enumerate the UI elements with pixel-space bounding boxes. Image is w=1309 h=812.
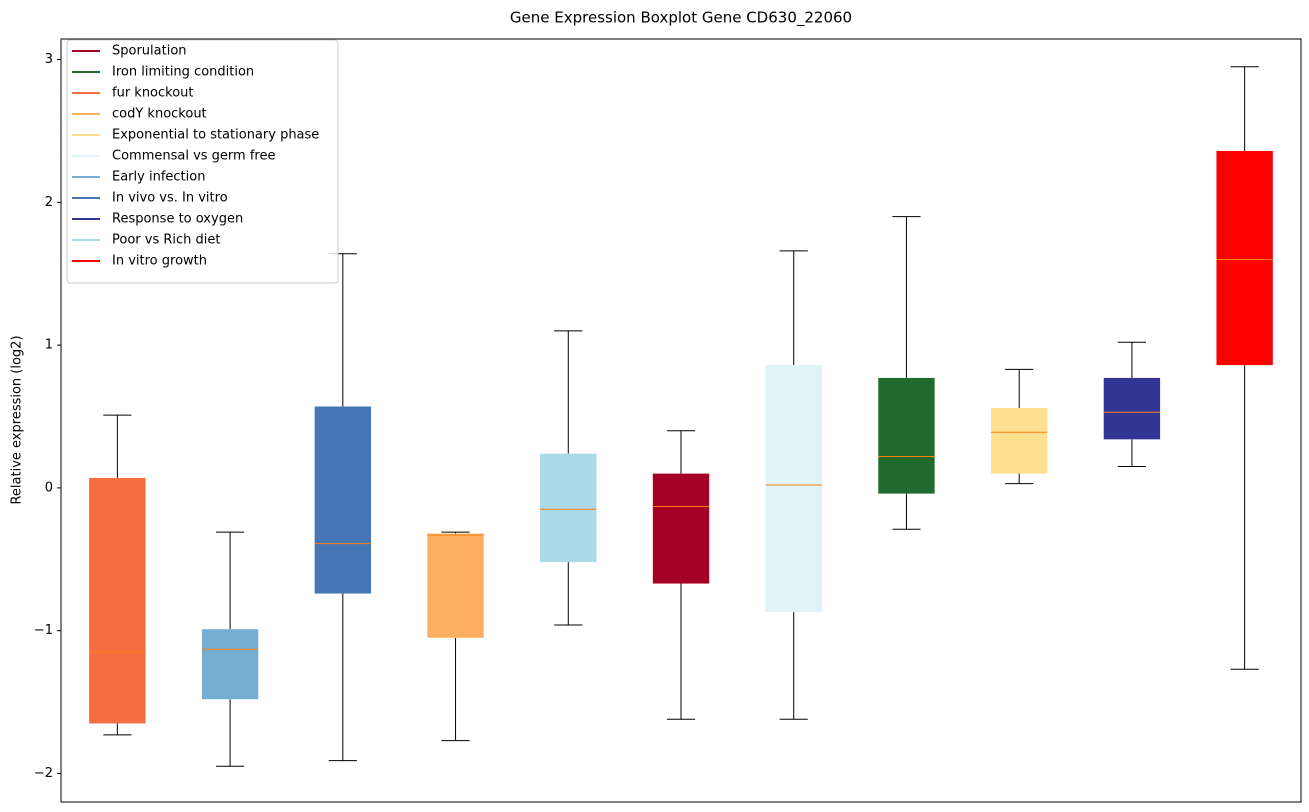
box xyxy=(1216,150,1273,366)
y-tick-label: 1 xyxy=(45,338,53,353)
plot-frame xyxy=(60,38,1302,803)
box xyxy=(765,365,822,613)
y-tick-label: 3 xyxy=(45,52,53,67)
box xyxy=(89,477,146,724)
legend-label: Exponential to stationary phase xyxy=(112,128,319,143)
y-tick-label: −1 xyxy=(34,623,53,638)
legend-label: Early infection xyxy=(112,170,205,185)
box xyxy=(1103,377,1161,440)
y-axis-label: Relative expression (log2) xyxy=(10,335,25,504)
box xyxy=(427,533,484,638)
legend-label: fur knockout xyxy=(112,86,194,101)
legend-label: codY knockout xyxy=(112,107,207,122)
legend-box xyxy=(66,39,339,284)
box xyxy=(201,629,259,700)
legend-label: Iron limiting condition xyxy=(112,65,254,80)
chart-title: Gene Expression Boxplot Gene CD630_22060 xyxy=(510,9,852,28)
legend-label: Commensal vs germ free xyxy=(112,149,275,164)
legend-label: Poor vs Rich diet xyxy=(112,233,220,248)
legend-label: In vivo vs. In vitro xyxy=(112,191,228,206)
box xyxy=(540,453,597,563)
box xyxy=(878,377,935,494)
y-tick-label: −2 xyxy=(34,766,53,781)
box xyxy=(314,406,371,594)
box xyxy=(991,407,1048,474)
legend-label: Response to oxygen xyxy=(112,212,243,227)
box xyxy=(652,473,710,584)
legend-label: Sporulation xyxy=(112,44,187,59)
legend-label: In vitro growth xyxy=(112,254,207,269)
y-tick-label: 0 xyxy=(45,480,53,495)
y-tick-label: 2 xyxy=(45,195,53,210)
